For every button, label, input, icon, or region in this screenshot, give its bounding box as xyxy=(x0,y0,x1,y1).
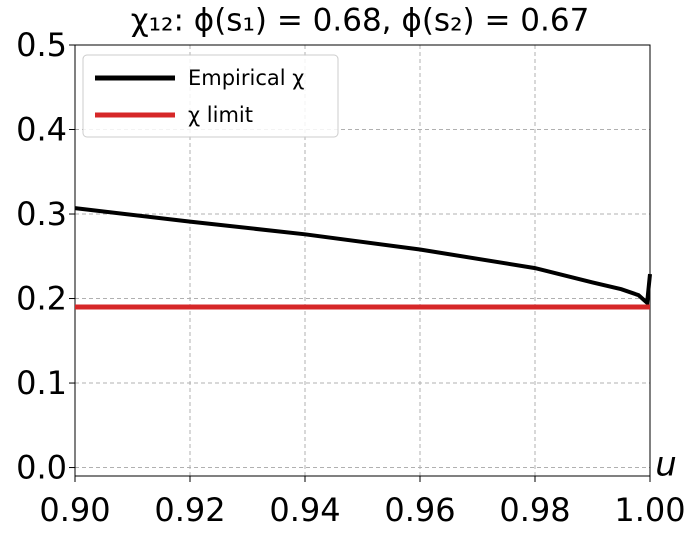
y-tick-label: 0.4 xyxy=(16,111,67,149)
x-tick-label: 1.00 xyxy=(614,491,685,529)
y-tick-label: 0.2 xyxy=(16,280,67,318)
y-tick-label: 0.1 xyxy=(16,364,67,402)
chart-title: χ₁₂: ϕ(s₁) = 0.68, ϕ(s₂) = 0.67 xyxy=(131,3,590,39)
legend-label: χ limit xyxy=(188,103,253,127)
x-tick-label: 0.92 xyxy=(154,491,225,529)
plot-frame xyxy=(74,44,651,477)
data-line xyxy=(74,206,652,307)
y-tick-label: 0.0 xyxy=(16,449,67,487)
y-tick-label: 0.3 xyxy=(16,195,67,233)
legend-label: Empirical χ xyxy=(188,66,304,90)
x-axis-label: u xyxy=(655,445,677,485)
x-tick-label: 0.94 xyxy=(269,491,340,529)
y-tick-label: 0.5 xyxy=(16,26,67,64)
x-tick-label: 0.96 xyxy=(384,491,455,529)
x-tick-label: 0.90 xyxy=(39,491,110,529)
x-tick-label: 0.98 xyxy=(499,491,570,529)
